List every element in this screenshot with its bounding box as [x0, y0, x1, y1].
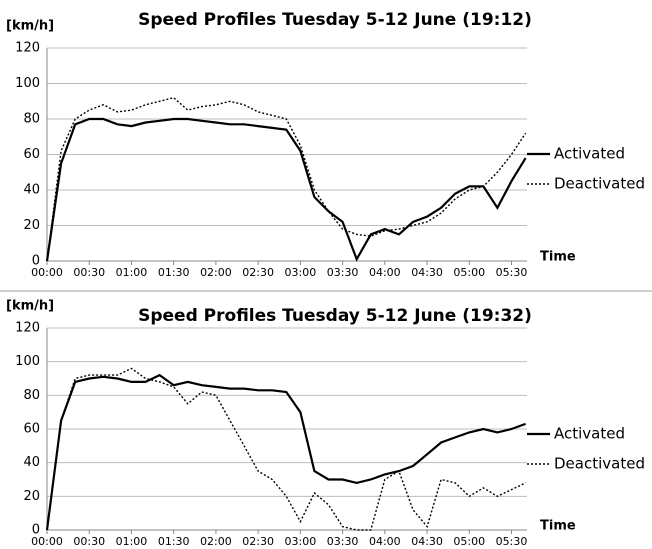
y-tick-label: 20: [23, 489, 40, 504]
x-tick-label: 04:30: [411, 266, 443, 279]
legend-label: Deactivated: [554, 175, 645, 193]
y-tick-label: 40: [23, 183, 40, 198]
x-tick-label: 02:00: [200, 266, 232, 279]
y-axis-label: [km/h]: [6, 299, 54, 314]
x-tick-label: 02:30: [242, 266, 274, 279]
x-tick-label: 02:00: [200, 535, 232, 548]
y-tick-label: 40: [23, 455, 40, 470]
y-tick-label: 60: [23, 422, 40, 437]
x-tick-label: 03:00: [285, 266, 317, 279]
y-tick-label: 60: [23, 147, 40, 162]
x-tick-label: 05:30: [496, 535, 528, 548]
legend-label: Activated: [554, 145, 625, 163]
x-tick-label: 03:30: [327, 266, 359, 279]
x-tick-label: 01:00: [116, 535, 148, 548]
x-tick-label: 03:00: [285, 535, 317, 548]
y-tick-label: 20: [23, 218, 40, 233]
y-tick-label: 100: [15, 354, 40, 369]
x-tick-label: 00:30: [73, 535, 105, 548]
y-axis-label: [km/h]: [6, 19, 54, 34]
x-tick-label: 02:30: [242, 535, 274, 548]
legend-label: Activated: [554, 425, 625, 443]
y-tick-label: 120: [15, 321, 40, 336]
y-tick-label: 120: [15, 41, 40, 56]
x-tick-label: 04:00: [369, 266, 401, 279]
y-tick-label: 80: [23, 388, 40, 403]
y-tick-label: 0: [32, 523, 40, 538]
x-tick-label: 03:30: [327, 535, 359, 548]
series-line: [45, 373, 526, 531]
x-axis-label: Time: [540, 519, 576, 534]
x-tick-label: 04:00: [369, 535, 401, 548]
chart-title: Speed Profiles Tuesday 5-12 June (19:12): [138, 10, 532, 30]
x-tick-label: 05:30: [496, 266, 528, 279]
x-tick-label: 01:30: [158, 535, 190, 548]
series-line: [46, 96, 527, 262]
x-tick-label: 05:00: [453, 535, 485, 548]
x-axis-label: Time: [540, 250, 576, 265]
x-tick-label: 00:00: [31, 535, 63, 548]
x-tick-label: 04:30: [411, 535, 443, 548]
series-line: [45, 117, 527, 262]
x-tick-label: 05:00: [453, 266, 485, 279]
legend-label: Deactivated: [554, 455, 645, 473]
x-tick-label: 00:00: [31, 266, 63, 279]
chart-title: Speed Profiles Tuesday 5-12 June (19:32): [138, 306, 532, 326]
y-tick-label: 100: [15, 76, 40, 91]
x-tick-label: 00:30: [73, 266, 105, 279]
x-tick-label: 01:00: [116, 266, 148, 279]
x-tick-label: 01:30: [158, 266, 190, 279]
y-tick-label: 80: [23, 112, 40, 127]
y-tick-label: 0: [32, 254, 40, 269]
